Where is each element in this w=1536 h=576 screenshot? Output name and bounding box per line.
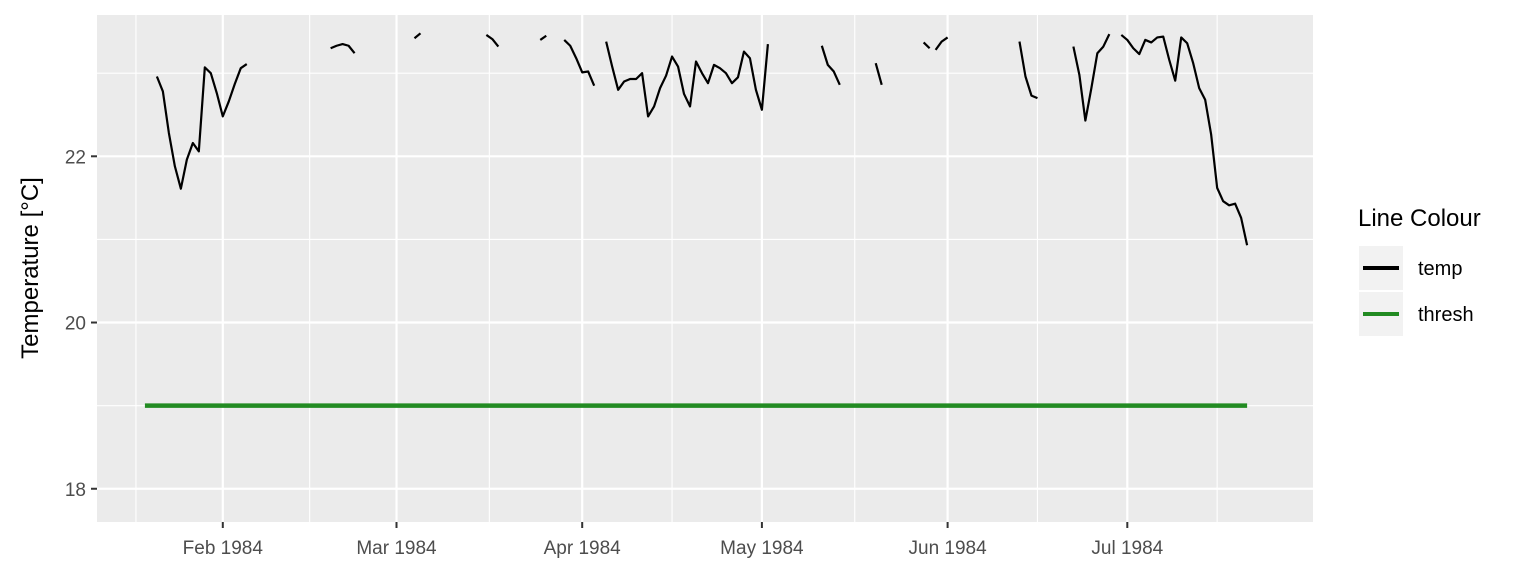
series-layer <box>144 32 1249 408</box>
x-tick-label: Jun 1984 <box>909 538 988 559</box>
series-line-temp <box>1072 33 1111 122</box>
x-tick-label: May 1984 <box>720 538 804 559</box>
x-tick-label: Apr 1984 <box>544 538 622 559</box>
series-line-temp <box>1018 41 1038 100</box>
legend-title: Line Colour <box>1358 205 1481 232</box>
series-line-temp <box>820 45 841 86</box>
panel-background <box>97 15 1313 522</box>
series-line-temp <box>330 42 356 54</box>
y-axis-title: Temperature [°C] <box>17 177 44 359</box>
legend-item-temp: temp <box>1359 246 1462 290</box>
y-axis: 18 20 22 <box>65 147 97 501</box>
series-line-temp <box>874 62 883 86</box>
x-tick-label: Feb 1984 <box>183 538 264 559</box>
x-axis: Feb 1984 Mar 1984 Apr 1984 May 1984 Jun 1984… <box>183 522 1164 559</box>
series-line-temp <box>605 41 769 118</box>
y-tick-label: 18 <box>65 480 86 501</box>
series-line-temp <box>922 41 931 50</box>
legend: Line Colour temp thresh <box>1358 205 1481 336</box>
series-line-temp <box>485 34 500 48</box>
legend-label-temp: temp <box>1418 258 1462 280</box>
y-tick-label: 22 <box>65 147 86 168</box>
legend-item-thresh: thresh <box>1359 292 1474 336</box>
series-line-temp <box>1120 34 1249 246</box>
series-line-temp <box>563 39 596 87</box>
series-line-temp <box>934 36 949 51</box>
series-line-temp <box>539 34 547 41</box>
x-tick-label: Mar 1984 <box>356 538 437 559</box>
y-tick-label: 20 <box>65 314 86 335</box>
series-line-temp <box>413 32 422 40</box>
series-line-temp <box>155 63 248 190</box>
x-tick-label: Jul 1984 <box>1091 538 1163 559</box>
legend-label-thresh: thresh <box>1418 304 1474 326</box>
major-gridlines <box>97 15 1313 522</box>
